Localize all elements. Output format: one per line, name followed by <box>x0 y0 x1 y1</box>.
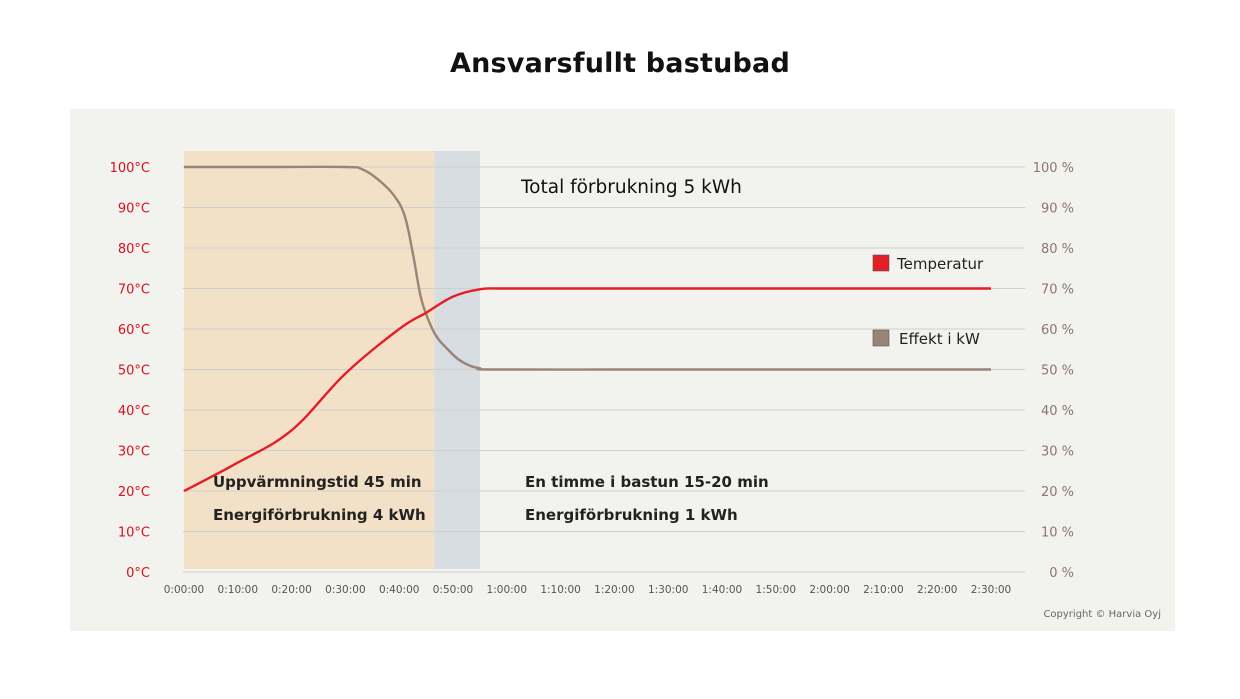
x-tick-label: 1:00:00 <box>487 584 527 596</box>
right-axis-ticks: 0 % 10 % 20 % 30 % 40 % 50 % 60 % 70 % 80 % 90 % 1… <box>1033 161 1074 581</box>
right-tick-label: 30 % <box>1041 445 1074 460</box>
x-tick-label: 0:20:00 <box>271 584 311 596</box>
legend-label-effekt: Effekt i kW <box>899 330 980 348</box>
annotation-heating-energy: Energiförbrukning 4 kWh <box>213 506 426 524</box>
x-axis-ticks: 0:00:00 0:10:00 0:20:00 0:30:00 0:40:00 0:50:… <box>164 584 1011 596</box>
right-tick-label: 0 % <box>1049 566 1074 581</box>
right-tick-label: 20 % <box>1041 485 1074 500</box>
legend-swatch-temperatur <box>872 254 890 272</box>
x-tick-label: 1:50:00 <box>756 584 796 596</box>
left-axis-ticks: 0°C 10°C 20°C 30°C 40°C 50°C 60°C 70°C 80°C 90°C 1… <box>110 161 150 581</box>
series-line-effekt <box>183 165 991 371</box>
legend: Temperatur Effekt i kW <box>872 254 984 348</box>
x-tick-label: 0:00:00 <box>164 584 204 596</box>
phase-bands <box>184 151 480 569</box>
heating-phase-band <box>184 151 435 569</box>
x-tick-label: 0:40:00 <box>379 584 419 596</box>
x-tick-label: 0:50:00 <box>433 584 473 596</box>
left-tick-label: 30°C <box>118 445 150 460</box>
legend-label-temperatur: Temperatur <box>896 255 984 273</box>
annotation-bathing-energy: Energiförbrukning 1 kWh <box>525 506 738 524</box>
right-tick-label: 70 % <box>1041 283 1074 298</box>
copyright-text: Copyright © Harvia Oyj <box>1043 609 1161 620</box>
left-tick-label: 90°C <box>118 202 150 217</box>
right-tick-label: 80 % <box>1041 242 1074 257</box>
chart-title: Ansvarsfullt bastubad <box>450 48 790 79</box>
left-tick-label: 70°C <box>118 283 150 298</box>
x-tick-label: 0:10:00 <box>218 584 258 596</box>
x-tick-label: 1:30:00 <box>648 584 688 596</box>
left-tick-label: 20°C <box>118 485 150 500</box>
annotation-bathing-time: En timme i bastun 15-20 min <box>525 473 769 491</box>
legend-swatch-effekt <box>872 329 890 347</box>
left-tick-label: 80°C <box>118 242 150 257</box>
x-tick-label: 0:30:00 <box>325 584 365 596</box>
series-line-temperatur <box>183 287 991 493</box>
right-tick-label: 50 % <box>1041 364 1074 379</box>
left-tick-label: 40°C <box>118 404 150 419</box>
transition-phase-band <box>434 151 480 569</box>
right-tick-label: 40 % <box>1041 404 1074 419</box>
x-tick-label: 2:30:00 <box>971 584 1011 596</box>
x-tick-label: 2:20:00 <box>917 584 957 596</box>
right-tick-label: 60 % <box>1041 323 1074 338</box>
x-tick-label: 1:40:00 <box>702 584 742 596</box>
x-tick-label: 1:20:00 <box>594 584 634 596</box>
left-tick-label: 100°C <box>110 161 150 176</box>
x-tick-label: 2:00:00 <box>809 584 849 596</box>
x-tick-label: 1:10:00 <box>540 584 580 596</box>
left-tick-label: 0°C <box>126 566 150 581</box>
x-tick-label: 2:10:00 <box>863 584 903 596</box>
left-tick-label: 10°C <box>118 526 150 541</box>
chart-svg: 0°C 10°C 20°C 30°C 40°C 50°C 60°C 70°C 80°C 90°C 1… <box>110 151 1161 620</box>
right-tick-label: 100 % <box>1033 161 1074 176</box>
left-tick-label: 60°C <box>118 323 150 338</box>
right-tick-label: 90 % <box>1041 202 1074 217</box>
chart-panel: 0°C 10°C 20°C 30°C 40°C 50°C 60°C 70°C 80°C 90°C 1… <box>70 109 1175 631</box>
right-tick-label: 10 % <box>1041 526 1074 541</box>
annotation-total: Total förbrukning 5 kWh <box>520 177 742 198</box>
left-tick-label: 50°C <box>118 364 150 379</box>
annotation-heating-time: Uppvärmningstid 45 min <box>213 473 422 491</box>
